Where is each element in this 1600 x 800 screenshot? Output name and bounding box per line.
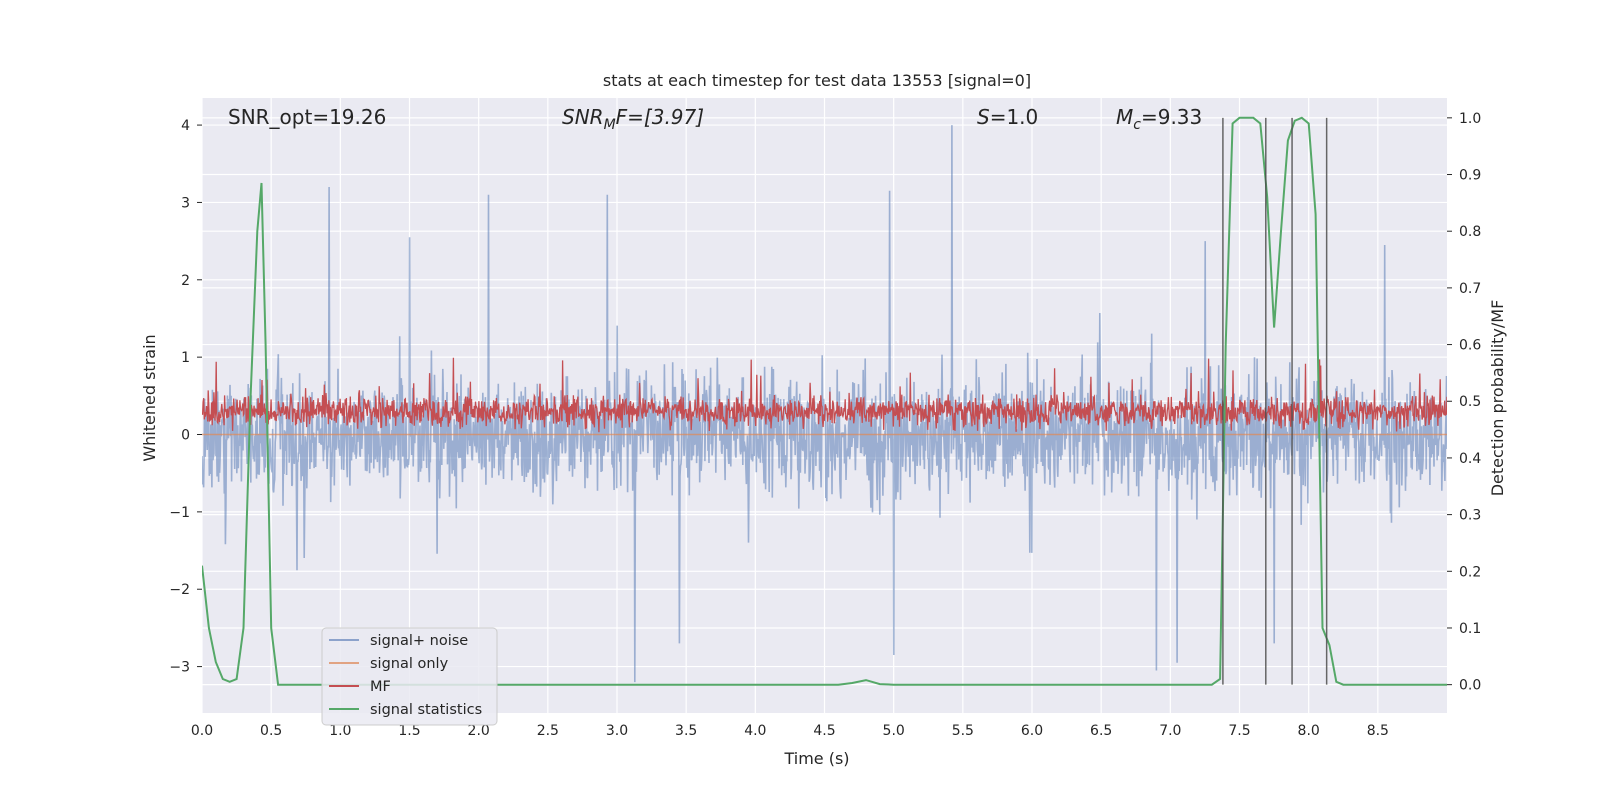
x-tick-label: 4.5 (813, 723, 835, 739)
x-tick-label: 8.5 (1367, 723, 1389, 739)
x-tick-label: 0.0 (191, 723, 213, 739)
x-tick-label: 6.0 (1021, 723, 1043, 739)
y-tick-label: −3 (169, 660, 190, 676)
x-tick-label: 7.5 (1228, 723, 1250, 739)
y2-axis-ticks: 0.0 0.1 0.2 0.3 0.4 0.5 0.6 0.7 0.8 0.9 1.0 (1447, 111, 1481, 694)
y-tick-label: 1 (181, 350, 190, 366)
legend: signal+ noise signal only MF signal stat… (321, 627, 498, 726)
y2-tick-label: 0.6 (1459, 338, 1481, 354)
y2-tick-label: 0.0 (1459, 678, 1481, 694)
legend-box (321, 627, 498, 726)
y-axis-ticks: −3 −2 −1 0 1 2 3 4 (169, 118, 202, 676)
annotation-snr-opt: SNR_opt=19.26 (228, 105, 386, 129)
x-tick-label: 2.0 (468, 723, 490, 739)
chart-title: stats at each timestep for test data 135… (603, 71, 1031, 90)
y-tick-label: −2 (169, 582, 190, 598)
y2-tick-label: 0.5 (1459, 394, 1481, 410)
x-tick-label: 1.0 (329, 723, 351, 739)
y-axis-label: Whitened strain (140, 334, 159, 461)
y-tick-label: 3 (181, 195, 190, 211)
x-axis-ticks: 0.0 0.5 1.0 1.5 2.0 2.5 3.0 3.5 4.0 4.5 5.0 5.5 6.0 6… (191, 723, 1389, 739)
y-tick-label: 0 (181, 428, 190, 444)
y-tick-label: 4 (181, 118, 190, 134)
x-tick-label: 6.5 (1090, 723, 1112, 739)
x-tick-label: 4.0 (744, 723, 766, 739)
y2-tick-label: 0.1 (1459, 621, 1481, 637)
annotation-s-value: S=1.0 (977, 105, 1038, 129)
y2-tick-label: 0.7 (1459, 281, 1481, 297)
x-tick-label: 5.0 (883, 723, 905, 739)
legend-label-signal-only: signal only (370, 656, 449, 672)
y2-axis-label: Detection probability/MF (1488, 300, 1507, 497)
y-tick-label: −1 (169, 505, 190, 521)
x-tick-label: 3.5 (675, 723, 697, 739)
x-tick-label: 3.0 (606, 723, 628, 739)
x-tick-label: 1.5 (398, 723, 420, 739)
annotation-snr-mf: SNRMF=[3.97] (562, 105, 704, 133)
legend-label-mf: MF (370, 679, 391, 695)
y2-tick-label: 0.8 (1459, 224, 1481, 240)
x-tick-label: 0.5 (260, 723, 282, 739)
y2-tick-label: 0.4 (1459, 451, 1481, 467)
y2-tick-label: 0.2 (1459, 564, 1481, 580)
legend-label-signal-statistics: signal statistics (370, 702, 482, 718)
y2-tick-label: 0.3 (1459, 508, 1481, 524)
vertical-markers (1222, 117, 1328, 685)
annotation-mc-value: Mc=9.33 (1116, 105, 1202, 133)
series-mf (202, 357, 1447, 433)
y2-tick-label: 1.0 (1459, 111, 1481, 127)
x-tick-label: 7.0 (1159, 723, 1181, 739)
x-tick-label: 2.5 (537, 723, 559, 739)
x-tick-label: 5.5 (952, 723, 974, 739)
y-tick-label: 2 (181, 273, 190, 289)
y2-tick-label: 0.9 (1459, 168, 1481, 184)
x-tick-label: 8.0 (1298, 723, 1320, 739)
legend-label-signal-noise: signal+ noise (370, 633, 468, 649)
x-axis-label: Time (s) (783, 749, 849, 768)
